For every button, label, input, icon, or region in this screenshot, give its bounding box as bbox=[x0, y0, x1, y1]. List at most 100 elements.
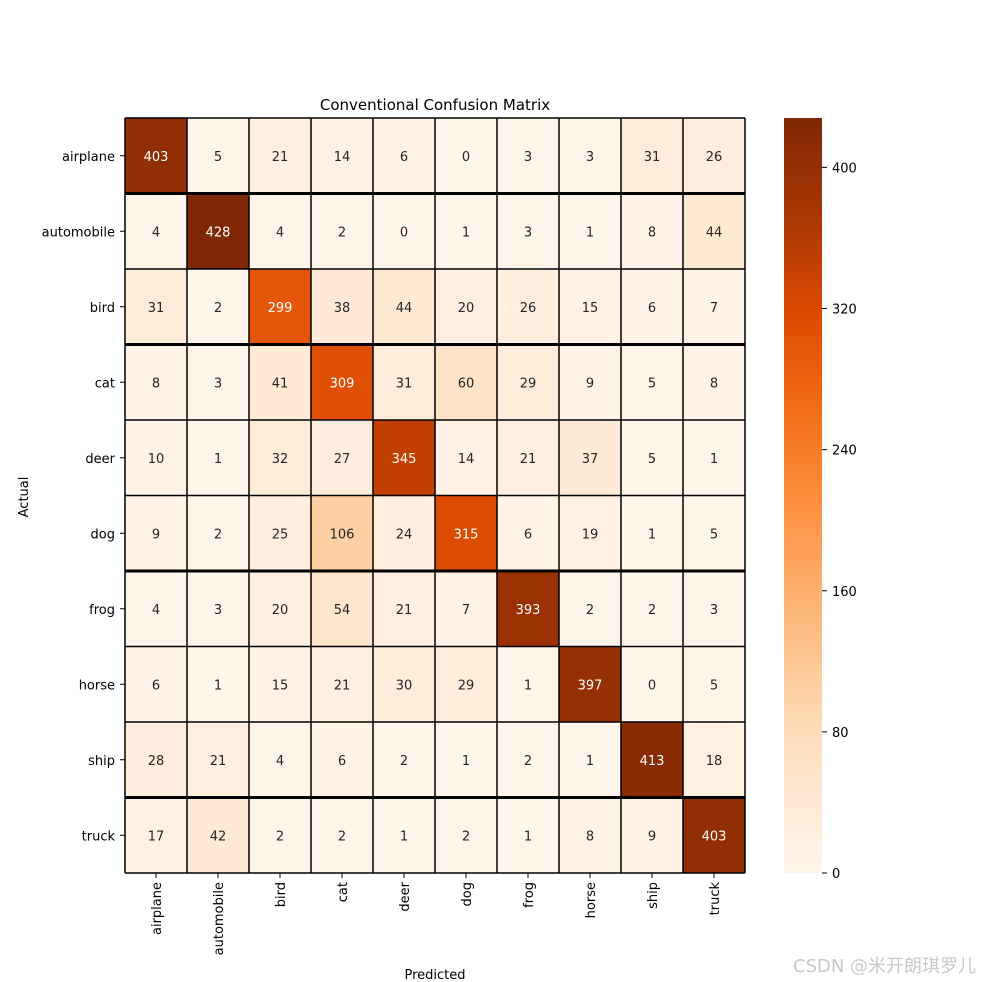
cell-value-label: 3 bbox=[214, 376, 222, 391]
cell-value-label: 397 bbox=[578, 678, 603, 693]
cell-value-label: 1 bbox=[214, 452, 222, 467]
heatmap-cell bbox=[125, 344, 187, 420]
cell-value-label: 8 bbox=[648, 225, 656, 240]
cell-value-label: 1 bbox=[710, 452, 718, 467]
cell-value-label: 309 bbox=[330, 376, 355, 391]
heatmap-cell bbox=[559, 344, 621, 420]
heatmap-cell bbox=[621, 722, 683, 798]
heatmap-cell bbox=[249, 797, 311, 873]
cell-value-label: 26 bbox=[706, 150, 723, 165]
cell-value-label: 38 bbox=[334, 301, 351, 316]
cell-value-label: 5 bbox=[648, 452, 656, 467]
heatmap-cell bbox=[249, 722, 311, 798]
watermark: CSDN @米开朗琪罗儿 bbox=[793, 956, 977, 977]
cell-value-label: 0 bbox=[648, 678, 656, 693]
heatmap-cell bbox=[187, 797, 249, 873]
cell-value-label: 9 bbox=[152, 527, 160, 542]
cell-value-label: 44 bbox=[706, 225, 723, 240]
cell-value-label: 15 bbox=[272, 678, 289, 693]
colorbar-tick-label: 160 bbox=[832, 585, 857, 600]
heatmap-cell bbox=[373, 420, 435, 496]
heatmap-cell bbox=[435, 344, 497, 420]
cell-value-label: 2 bbox=[462, 829, 470, 844]
cell-value-label: 14 bbox=[334, 150, 351, 165]
colorbar-tick-label: 0 bbox=[832, 867, 840, 882]
x-tick-label: deer bbox=[398, 881, 413, 911]
heatmap-cell bbox=[187, 344, 249, 420]
cell-value-label: 2 bbox=[276, 829, 284, 844]
heatmap-cell bbox=[621, 193, 683, 269]
heatmap-cell bbox=[311, 344, 373, 420]
y-tick-label: ship bbox=[88, 754, 115, 769]
heatmap-cell bbox=[249, 344, 311, 420]
cell-value-label: 25 bbox=[272, 527, 289, 542]
heatmap-cell bbox=[125, 420, 187, 496]
y-tick-label: deer bbox=[85, 452, 115, 467]
heatmap-cell bbox=[683, 722, 745, 798]
cell-value-label: 5 bbox=[214, 150, 222, 165]
cell-value-label: 6 bbox=[648, 301, 656, 316]
heatmap-cell bbox=[373, 118, 435, 194]
cell-value-label: 60 bbox=[458, 376, 475, 391]
heatmap-cell bbox=[125, 118, 187, 194]
colorbar bbox=[784, 118, 822, 873]
cell-value-label: 14 bbox=[458, 452, 475, 467]
heatmap-cell bbox=[497, 722, 559, 798]
cell-value-label: 31 bbox=[644, 150, 661, 165]
cell-value-label: 32 bbox=[272, 452, 289, 467]
heatmap-cell bbox=[311, 722, 373, 798]
heatmap-cell bbox=[187, 269, 249, 345]
cell-value-label: 2 bbox=[214, 527, 222, 542]
heatmap-cell bbox=[497, 495, 559, 571]
heatmap-cell bbox=[559, 269, 621, 345]
cell-value-label: 106 bbox=[330, 527, 355, 542]
heatmap-cell bbox=[125, 269, 187, 345]
cell-value-label: 7 bbox=[710, 301, 718, 316]
cell-value-label: 6 bbox=[338, 754, 346, 769]
colorbar-tick-label: 80 bbox=[832, 726, 849, 741]
y-axis-ticks: airplane automobile bird cat deer dog frog hors… bbox=[42, 150, 125, 844]
heatmap-cell bbox=[497, 646, 559, 722]
x-axis-label: Predicted bbox=[404, 968, 465, 982]
cell-value-label: 4 bbox=[276, 754, 284, 769]
cell-value-label: 1 bbox=[524, 678, 532, 693]
cell-value-label: 30 bbox=[396, 678, 413, 693]
heatmap-cell bbox=[373, 269, 435, 345]
heatmap-cell bbox=[621, 420, 683, 496]
cell-value-label: 10 bbox=[148, 452, 165, 467]
heatmap-cell bbox=[125, 495, 187, 571]
heatmap-cell bbox=[621, 797, 683, 873]
colorbar-tick-label: 240 bbox=[832, 444, 857, 459]
heatmap-cell bbox=[621, 571, 683, 647]
cell-value-label: 41 bbox=[272, 376, 289, 391]
heatmap-cell bbox=[311, 269, 373, 345]
heatmap-cell bbox=[621, 269, 683, 345]
cell-value-label: 6 bbox=[524, 527, 532, 542]
heatmap-cell bbox=[125, 722, 187, 798]
heatmap-cell bbox=[683, 797, 745, 873]
heatmap-cell bbox=[683, 646, 745, 722]
heatmap-cell bbox=[621, 495, 683, 571]
cell-value-label: 6 bbox=[400, 150, 408, 165]
cell-value-label: 3 bbox=[524, 150, 532, 165]
y-axis-label: Actual bbox=[17, 477, 32, 518]
cell-value-label: 21 bbox=[210, 754, 227, 769]
cell-value-label: 2 bbox=[524, 754, 532, 769]
heatmap-cell bbox=[249, 420, 311, 496]
heatmap-cell bbox=[621, 344, 683, 420]
cell-value-label: 24 bbox=[396, 527, 413, 542]
heatmap-cell bbox=[187, 420, 249, 496]
heatmap-cell bbox=[311, 420, 373, 496]
heatmap-cell bbox=[497, 797, 559, 873]
heatmap-cell bbox=[559, 193, 621, 269]
cell-value-label: 5 bbox=[710, 527, 718, 542]
cell-value-label: 393 bbox=[516, 603, 541, 618]
x-tick-label: automobile bbox=[212, 882, 227, 955]
heatmap-cell bbox=[683, 420, 745, 496]
cell-value-label: 21 bbox=[334, 678, 351, 693]
cell-value-label: 31 bbox=[396, 376, 413, 391]
heatmap-cell bbox=[249, 571, 311, 647]
heatmap-cell bbox=[311, 646, 373, 722]
